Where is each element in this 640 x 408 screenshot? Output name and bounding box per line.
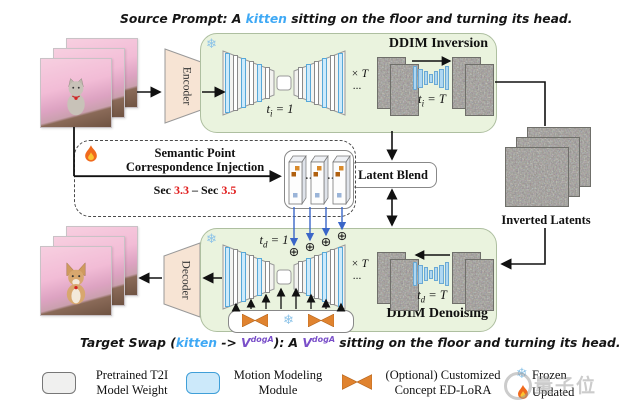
inversion-unet — [222, 50, 346, 116]
noise-latent-panel — [465, 259, 494, 311]
t-subscript: d — [420, 294, 426, 305]
unet-bars — [222, 244, 346, 310]
t-equals: = 1 — [272, 102, 294, 116]
correspondence-slab — [288, 155, 307, 205]
slab-ellipsis: … — [305, 170, 316, 182]
target-prompt-keyword: kitten — [175, 336, 218, 351]
target-prompt-arrow: -> — [217, 336, 242, 351]
target-prompt-mid: ): A — [273, 336, 303, 351]
source-prompt-prefix: Source Prompt: A — [120, 12, 246, 26]
inversion-t-end-label: ti = T — [407, 92, 457, 109]
decoder-label: Decoder — [179, 261, 191, 300]
sec-to: 3.5 — [221, 183, 237, 197]
legend-frozen-label: Frozen — [532, 368, 567, 382]
legend-motion-line2: Module — [258, 382, 298, 397]
denoising-repeat-label: × T — [351, 258, 369, 270]
denoising-t-end-label: td = T — [407, 288, 457, 305]
mini-unet — [413, 66, 449, 90]
decoder-block: Decoder — [163, 242, 201, 318]
t-symbol: t — [418, 92, 422, 106]
target-prompt: Target Swap (kitten -> VdogA): A VdogA s… — [80, 335, 621, 351]
source-prompt-keyword: kitten — [245, 12, 287, 26]
denoising-t-start-label: td = 1 — [244, 233, 304, 250]
lora-adapter-box — [228, 310, 354, 333]
correspondence-slab — [310, 155, 329, 205]
target-token2: V — [302, 336, 312, 351]
plus-circle-icon: ⊕ — [336, 228, 348, 243]
lora-bowtie-icon — [308, 314, 334, 327]
t-equals: = T — [424, 92, 446, 106]
encoder-block: Encoder — [164, 48, 202, 124]
plus-circle-icon: ⊕ — [320, 234, 332, 249]
frozen-snowflake-icon: ❄ — [206, 36, 217, 51]
inversion-ellipsis: ... — [353, 80, 362, 92]
legend-pretrained-swatch — [42, 372, 76, 394]
inverted-latent-front — [505, 147, 569, 207]
target-prompt-prefix: Target Swap ( — [80, 336, 176, 351]
legend-motion-swatch — [186, 372, 220, 394]
t-subscript: i — [270, 108, 273, 119]
mini-unet — [413, 262, 449, 286]
dog-illustration — [66, 262, 86, 305]
kitten-frame-front — [40, 58, 112, 128]
correspondence-slab — [332, 155, 351, 205]
lora-bowtie-icon — [242, 314, 268, 327]
t-symbol: t — [259, 233, 264, 247]
t-symbol: t — [266, 102, 271, 116]
injection-dashed-box — [74, 140, 356, 217]
legend-pretrained-line1: Pretrained T2I — [95, 368, 169, 382]
updated-flame-icon — [85, 145, 97, 162]
source-prompt-suffix: sitting on the floor and turning its hea… — [286, 12, 573, 26]
t-equals: = 1 — [267, 233, 289, 247]
dog-frame-front — [40, 246, 112, 316]
t-subscript: i — [421, 98, 425, 109]
sec-from: 3.3 — [174, 183, 189, 197]
encoder-label: Encoder — [180, 67, 192, 105]
inverted-latents-label: Inverted Latents — [501, 213, 591, 227]
noise-latent-panel — [465, 64, 494, 116]
sec-prefix: Sec — [153, 183, 174, 197]
kitten-illustration — [67, 78, 85, 116]
inversion-repeat-label: × T — [351, 68, 369, 80]
legend-motion-line1: Motion Modeling — [233, 368, 323, 382]
frozen-snowflake-icon: ❄ — [283, 312, 294, 327]
t-subscript: d — [263, 239, 268, 250]
legend-lora-line2: Concept ED-LoRA — [394, 382, 492, 397]
watermark-logo — [504, 372, 532, 400]
target-token-sup: dogA — [250, 335, 274, 344]
t-equals: = T — [425, 288, 447, 302]
legend-motion-label: Motion Modeling Module — [222, 368, 334, 397]
t-symbol: t — [417, 288, 421, 302]
legend-updated-label: Updated — [532, 385, 575, 399]
sec-mid: – Sec — [189, 183, 222, 197]
denoising-ellipsis: ... — [353, 270, 362, 282]
legend-lora-icon — [342, 374, 372, 390]
watermark-text: 量子位 — [534, 376, 598, 397]
target-token2-sup: dogA — [311, 335, 336, 344]
unet-bars — [222, 50, 346, 116]
injection-sections: Sec 3.3 – Sec 3.5 — [100, 183, 290, 198]
target-token: V — [241, 336, 251, 351]
injection-title-line1: Semantic Point — [154, 146, 236, 160]
watermark: 量子位 — [498, 366, 638, 404]
legend-lora-label: (Optional) Customized Concept ED-LoRA — [376, 368, 510, 397]
denoising-unet — [222, 244, 346, 310]
slab-ellipsis: … — [327, 170, 338, 182]
ddim-inversion-title: DDIM Inversion — [388, 36, 488, 51]
legend-lora-line1: (Optional) Customized — [385, 368, 501, 382]
latent-blend-box: Latent Blend — [349, 162, 437, 188]
plus-circle-icon: ⊕ — [288, 244, 300, 259]
frozen-snowflake-icon: ❄ — [206, 231, 217, 246]
legend-pretrained-line2: Model Weight — [96, 382, 168, 397]
injection-title-line2: Correspondence Injection — [125, 160, 265, 174]
legend-pretrained-label: Pretrained T2I Model Weight — [80, 368, 184, 397]
plus-circle-icon: ⊕ — [304, 239, 316, 254]
source-prompt: Source Prompt: A kitten sitting on the f… — [120, 12, 572, 26]
target-prompt-suffix: sitting on the floor and turning its hea… — [335, 336, 621, 351]
inversion-t-start-label: ti = 1 — [250, 102, 310, 119]
